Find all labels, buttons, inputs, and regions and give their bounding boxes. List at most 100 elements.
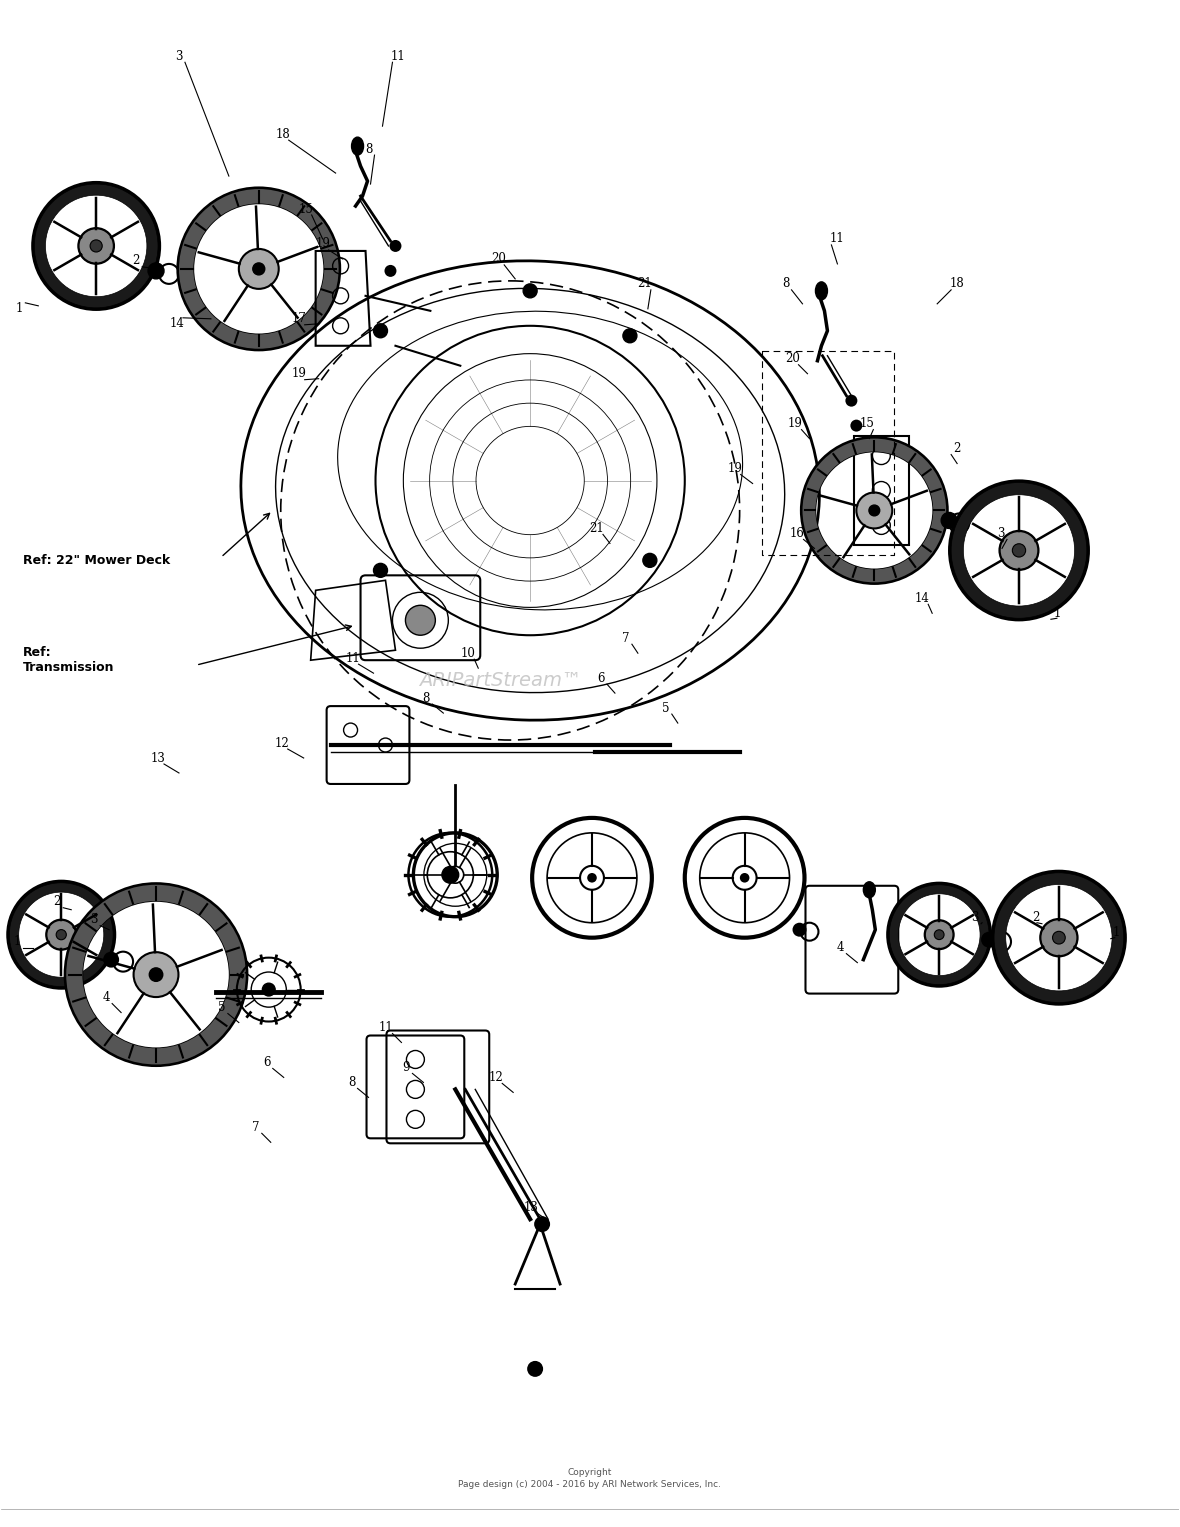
Circle shape [845,394,858,406]
Text: 12: 12 [275,736,289,750]
Text: 9: 9 [402,1061,411,1073]
Text: 21: 21 [590,522,604,534]
Text: 1: 1 [15,302,24,316]
Circle shape [47,921,76,950]
Wedge shape [179,189,339,348]
Circle shape [588,873,597,883]
Circle shape [740,873,749,883]
Text: 19: 19 [291,366,306,380]
Circle shape [150,968,163,982]
Text: 1: 1 [14,935,21,948]
Text: 2: 2 [132,255,139,267]
Circle shape [103,951,119,968]
Text: 2: 2 [953,443,961,455]
Text: 3: 3 [175,50,183,63]
Text: 17: 17 [291,313,306,325]
Circle shape [643,553,657,568]
Text: 19: 19 [727,463,742,475]
Circle shape [90,240,103,252]
Text: 11: 11 [379,1022,394,1034]
Text: 15: 15 [299,203,313,215]
Text: 20: 20 [785,353,800,365]
Text: 3: 3 [91,913,98,927]
Circle shape [238,249,278,289]
Text: 6: 6 [597,672,604,684]
Text: 8: 8 [422,692,430,704]
Circle shape [1053,931,1066,944]
Wedge shape [951,483,1087,618]
Circle shape [442,866,459,883]
Circle shape [262,983,275,996]
Text: 5: 5 [218,1002,225,1014]
Ellipse shape [815,282,827,299]
Text: Ref:
Transmission: Ref: Transmission [24,646,114,675]
Wedge shape [34,185,158,308]
Text: 14: 14 [170,318,184,330]
Circle shape [935,930,944,939]
Text: 8: 8 [782,278,789,290]
Ellipse shape [864,881,876,898]
Text: 4: 4 [837,941,844,954]
Circle shape [79,229,113,263]
Text: ARIPartStream™: ARIPartStream™ [419,670,582,690]
Text: 18: 18 [950,278,964,290]
Text: 14: 14 [914,592,930,605]
Circle shape [523,284,537,298]
Text: 11: 11 [391,50,406,63]
Wedge shape [802,438,946,582]
Circle shape [1041,919,1077,956]
Wedge shape [994,873,1123,1003]
Wedge shape [9,883,113,986]
Text: 11: 11 [830,232,845,246]
Text: 3: 3 [997,527,1005,541]
Circle shape [374,563,387,577]
Circle shape [57,930,66,939]
Circle shape [999,531,1038,570]
Text: 11: 11 [346,652,360,664]
Text: Ref: 22" Mower Deck: Ref: 22" Mower Deck [24,554,171,567]
Wedge shape [66,884,245,1064]
Circle shape [406,605,435,635]
Text: 3: 3 [971,912,979,924]
Circle shape [385,264,396,276]
Text: 19: 19 [788,417,802,431]
Circle shape [148,263,164,279]
Text: 6: 6 [263,1057,270,1069]
Text: Copyright
Page design (c) 2004 - 2016 by ARI Network Services, Inc.: Copyright Page design (c) 2004 - 2016 by… [459,1467,721,1489]
Wedge shape [890,884,989,985]
Circle shape [1012,544,1025,557]
Text: 2: 2 [53,895,61,909]
Text: 15: 15 [860,417,874,431]
Text: 20: 20 [491,252,506,266]
Text: 13: 13 [524,1200,538,1214]
Circle shape [374,324,387,337]
Circle shape [925,921,953,948]
Text: 12: 12 [489,1070,504,1084]
Circle shape [535,1215,550,1232]
Circle shape [253,263,264,275]
Text: 21: 21 [637,278,653,290]
Text: 7: 7 [253,1121,260,1135]
Circle shape [793,922,806,936]
Text: 19: 19 [315,237,330,250]
Circle shape [942,513,957,528]
Text: 5: 5 [662,701,669,715]
Circle shape [857,493,892,528]
Circle shape [868,505,880,516]
Text: 7: 7 [622,632,630,644]
Text: 8: 8 [365,142,372,156]
Text: 18: 18 [275,128,290,140]
Circle shape [452,872,459,878]
Circle shape [623,328,637,342]
Circle shape [851,420,863,432]
Text: 10: 10 [461,647,476,660]
Text: 8: 8 [348,1077,355,1089]
Text: 4: 4 [103,991,110,1005]
Text: 13: 13 [151,751,165,765]
Text: 16: 16 [791,527,805,541]
Text: 1: 1 [1113,927,1121,939]
Circle shape [527,1361,543,1377]
Ellipse shape [352,137,363,156]
Circle shape [133,953,178,997]
Text: 1: 1 [1054,606,1061,620]
